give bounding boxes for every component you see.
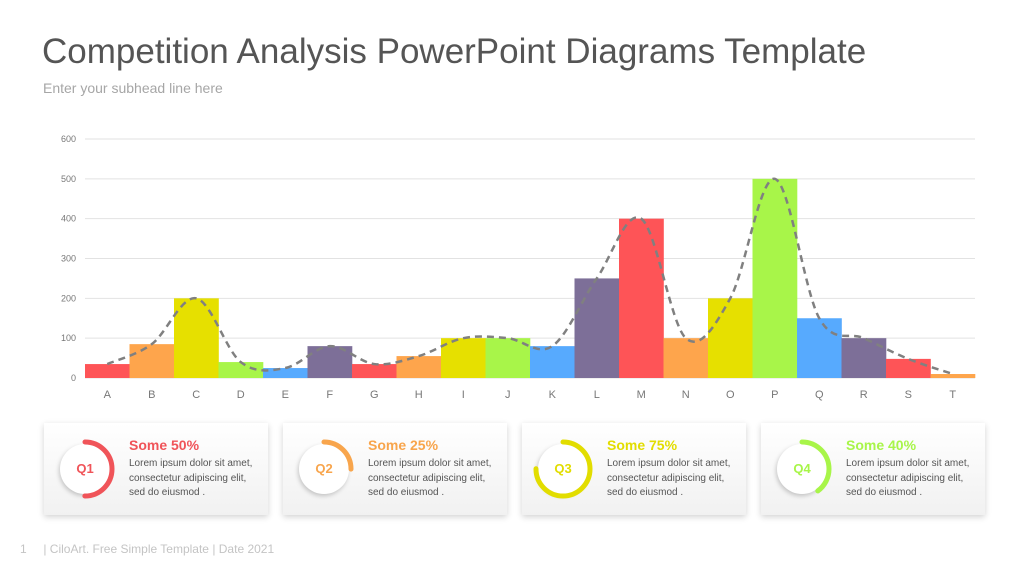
bar-P	[752, 178, 798, 378]
y-tick-label: 100	[61, 333, 76, 343]
page-number: 1	[20, 542, 27, 556]
card-text: Lorem ipsum dolor sit amet, consectetur …	[607, 458, 731, 498]
card-q2: Q2 Some 25% Lorem ipsum dolor sit amet, …	[283, 423, 507, 515]
x-tick-label: J	[505, 389, 511, 401]
bar-D	[218, 362, 264, 378]
x-tick-label: R	[860, 389, 868, 401]
bar-R	[841, 338, 887, 378]
card-text: Lorem ipsum dolor sit amet, consectetur …	[129, 458, 253, 498]
slide-title: Competition Analysis PowerPoint Diagrams…	[42, 32, 867, 71]
bar-chart: 0 100 200 300 400 500 600 A B C D E F G H I J K L M N O P Q R S T	[61, 134, 976, 401]
bar-Q	[797, 318, 842, 378]
bar-J	[485, 338, 531, 378]
progress-ring: Q4	[771, 438, 833, 500]
progress-ring: Q1	[54, 438, 116, 500]
bar-K	[530, 346, 575, 378]
slide-subtitle: Enter your subhead line here	[43, 80, 223, 96]
progress-ring: Q3	[532, 438, 594, 500]
x-tick-label: F	[326, 389, 333, 401]
card-q3: Q3 Some 75% Lorem ipsum dolor sit amet, …	[522, 423, 746, 515]
x-tick-label: S	[905, 389, 912, 401]
y-tick-label: 0	[71, 373, 76, 383]
card-title: Some 40%	[846, 437, 917, 453]
bar-E	[263, 368, 308, 378]
progress-ring: Q2	[293, 438, 355, 500]
card-text: Lorem ipsum dolor sit amet, consectetur …	[846, 458, 970, 498]
footer-text: | CiloArt. Free Simple Template | Date 2…	[43, 542, 275, 556]
bar-H	[396, 356, 442, 378]
x-tick-label: N	[682, 389, 690, 401]
x-tick-label: T	[949, 389, 956, 401]
x-tick-label: M	[637, 389, 646, 401]
bar-T	[930, 374, 976, 378]
bar-N	[663, 338, 709, 378]
quarter-label: Q2	[315, 461, 333, 476]
y-tick-label: 500	[61, 174, 76, 184]
x-tick-label: L	[594, 389, 600, 401]
bar-G	[352, 364, 397, 378]
quarter-label: Q4	[793, 461, 811, 476]
card-q4: Q4 Some 40% Lorem ipsum dolor sit amet, …	[761, 423, 985, 515]
x-tick-label: D	[237, 389, 245, 401]
bar-C	[174, 298, 219, 378]
y-tick-label: 400	[61, 214, 76, 224]
trend-line	[106, 177, 954, 376]
card-q1: Q1 Some 50% Lorem ipsum dolor sit amet, …	[44, 423, 268, 515]
x-tick-label: H	[415, 389, 423, 401]
x-tick-label: E	[282, 389, 289, 401]
footer: 1 | CiloArt. Free Simple Template | Date…	[20, 542, 274, 556]
card-title: Some 50%	[129, 437, 200, 453]
bar-M	[619, 218, 664, 378]
x-axis-labels: A B C D E F G H I J K L M N O P Q R S T	[104, 389, 957, 401]
chart-bars	[85, 178, 976, 378]
y-tick-label: 600	[61, 134, 76, 144]
x-tick-label: I	[462, 389, 465, 401]
x-tick-label: O	[726, 389, 735, 401]
bar-S	[886, 358, 931, 378]
x-tick-label: C	[192, 389, 200, 401]
y-tick-label: 300	[61, 254, 76, 264]
bar-A	[85, 364, 130, 378]
card-text: Lorem ipsum dolor sit amet, consectetur …	[368, 458, 492, 498]
y-tick-label: 200	[61, 293, 76, 303]
quarter-label: Q1	[76, 461, 94, 476]
x-tick-label: P	[771, 389, 778, 401]
bar-I	[441, 338, 486, 378]
card-title: Some 75%	[607, 437, 678, 453]
card-title: Some 25%	[368, 437, 439, 453]
x-tick-label: B	[148, 389, 155, 401]
bar-B	[129, 344, 175, 378]
x-tick-label: G	[370, 389, 379, 401]
x-tick-label: A	[104, 389, 112, 401]
quarter-label: Q3	[554, 461, 572, 476]
bar-L	[574, 278, 620, 378]
y-axis-ticks: 0 100 200 300 400 500 600	[61, 134, 76, 383]
x-tick-label: K	[549, 389, 557, 401]
x-tick-label: Q	[815, 389, 824, 401]
bar-O	[708, 298, 753, 378]
